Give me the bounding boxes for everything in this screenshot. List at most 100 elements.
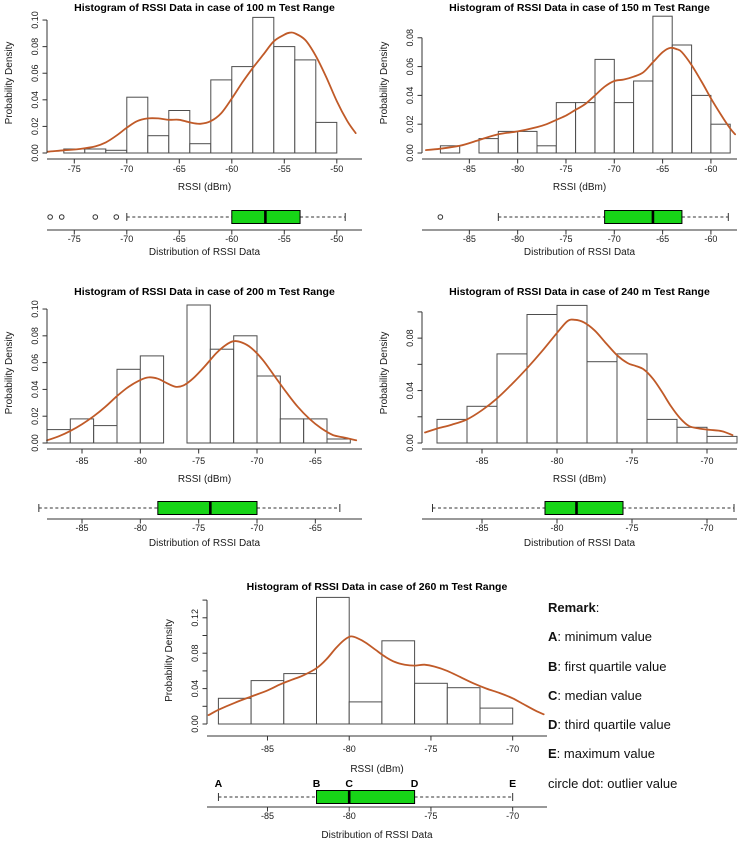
y-tick-label: 0.08 <box>405 329 415 347</box>
density-curve <box>207 635 545 716</box>
x-tick-label: -65 <box>173 164 186 174</box>
boxplot-tick-label: -65 <box>656 234 669 244</box>
histogram-chart: -85 -80 -75 -70 0.00 0.04 0.08 Histogram of RSS… <box>379 286 738 549</box>
y-tick-label: 0.02 <box>30 407 40 425</box>
density-curve <box>47 31 357 153</box>
histogram-bar <box>303 418 328 444</box>
histogram-bar <box>536 145 557 154</box>
histogram-bar <box>250 680 285 725</box>
histogram-chart: -85 -80 -75 -70 0.00 0.04 0.08 0.12 Histogram of… <box>164 581 547 841</box>
x-tick-label: -80 <box>343 744 356 754</box>
x-tick-label: -75 <box>424 744 437 754</box>
y-tick-label: 0.08 <box>30 38 40 56</box>
boxplot-tick-label: -80 <box>134 523 147 533</box>
histogram-bar <box>126 96 149 154</box>
histogram-bar <box>710 123 731 154</box>
boxplot-letter: A <box>215 778 223 790</box>
boxplot-letter: B <box>313 778 321 790</box>
histogram-bar <box>436 418 468 444</box>
remark-title-line: Remark: <box>548 600 743 629</box>
y-tick-label: 0.00 <box>30 144 40 162</box>
boxplot-tick-label: -85 <box>463 234 476 244</box>
boxplot-box <box>157 501 258 515</box>
histogram-bar <box>479 707 514 725</box>
histogram-panel-100m: -75 -70 -65 -60 -55 -50 0.00 0.02 0.04 0.06 0.08 0.… <box>0 0 375 270</box>
histogram-bar <box>556 304 588 444</box>
chart-title: Histogram of RSSI Data in case of 240 m … <box>449 286 710 298</box>
histogram-bar <box>315 121 338 154</box>
x-tick-label: -70 <box>506 744 519 754</box>
chart-title: Histogram of RSSI Data in case of 100 m … <box>74 2 335 14</box>
boxplot-tick-label: -70 <box>250 523 263 533</box>
histogram-bar <box>279 418 305 444</box>
histogram-bar <box>633 80 654 154</box>
boxplot-tick-label: -50 <box>330 234 343 244</box>
boxplot-label: Distribution of RSSI Data <box>321 830 433 841</box>
histogram-bar <box>209 348 235 444</box>
remark-item-maximum: E: maximum value <box>548 746 655 762</box>
boxplot-tick-label: -60 <box>704 234 717 244</box>
y-tick-label: 0.04 <box>405 87 415 105</box>
histogram-bar <box>466 405 498 444</box>
histogram-panel-150m: -85 -80 -75 -70 -65 -60 0.00 0.02 0.04 0.06 0.08 Hi… <box>375 0 750 270</box>
histogram-bar <box>446 687 481 725</box>
x-tick-label: -80 <box>511 164 524 174</box>
x-axis-label: RSSI (dBm) <box>178 474 231 485</box>
y-tick-label: 0.00 <box>30 434 40 452</box>
boxplot-tick-label: -70 <box>608 234 621 244</box>
y-tick-label: 0.02 <box>30 118 40 136</box>
histogram-bar <box>496 353 528 444</box>
y-tick-label: 0.04 <box>30 91 40 109</box>
boxplot-tick-label: -70 <box>120 234 133 244</box>
histogram-chart: -75 -70 -65 -60 -55 -50 0.00 0.02 0.04 0.06 0.08 0.… <box>4 2 362 258</box>
histogram-bar <box>189 143 212 154</box>
y-tick-label: 0.00 <box>190 715 200 733</box>
y-tick-label: 0.06 <box>30 64 40 82</box>
histogram-bar <box>526 314 558 444</box>
boxplot-label: Distribution of RSSI Data <box>524 247 636 258</box>
histogram-panel-240m: -85 -80 -75 -70 0.00 0.04 0.08 Histogram of RSS… <box>375 280 750 570</box>
y-tick-label: 0.02 <box>405 115 415 133</box>
histogram-bar <box>348 701 383 725</box>
chart-title: Histogram of RSSI Data in case of 200 m … <box>74 286 335 298</box>
boxplot-tick-label: -85 <box>75 523 88 533</box>
histogram-bar <box>116 368 141 444</box>
histogram-bar <box>594 58 615 154</box>
y-tick-label: 0.08 <box>30 327 40 345</box>
histogram-bar <box>613 102 635 154</box>
outlier-point <box>113 214 120 220</box>
x-tick-label: -85 <box>261 744 274 754</box>
x-axis-label: RSSI (dBm) <box>178 182 231 193</box>
histogram-bar <box>575 102 596 154</box>
histogram-bar <box>84 148 107 154</box>
boxplot-tick-label: -60 <box>225 234 238 244</box>
y-tick-label: 0.00 <box>405 144 415 162</box>
x-tick-label: -70 <box>608 164 621 174</box>
remark-item-third-quartile: D: third quartile value <box>548 717 671 733</box>
boxplot-letter: D <box>411 778 419 790</box>
boxplot-tick-label: -85 <box>475 523 488 533</box>
histogram-bar <box>147 135 170 154</box>
y-tick-label: 0.04 <box>30 381 40 399</box>
remark-title-colon: : <box>595 600 600 615</box>
boxplot-label: Distribution of RSSI Data <box>149 247 261 258</box>
histogram-bar <box>616 353 648 444</box>
x-tick-label: -85 <box>75 456 88 466</box>
histogram-bar <box>93 425 118 444</box>
histogram-panel-260m: -85 -80 -75 -70 0.00 0.04 0.08 0.12 Histogram of… <box>160 575 560 855</box>
x-tick-label: -65 <box>656 164 669 174</box>
histogram-bar <box>414 682 448 725</box>
histogram-bar <box>256 375 281 444</box>
histogram-bar <box>555 102 577 154</box>
y-tick-label: 0.08 <box>190 644 200 662</box>
y-axis-label: Probability Density <box>4 42 15 125</box>
histogram-bar <box>586 361 618 444</box>
y-tick-label: 0.06 <box>30 354 40 372</box>
x-tick-label: -70 <box>250 456 263 466</box>
boxplot-tick-label: -80 <box>511 234 524 244</box>
x-tick-label: -80 <box>134 456 147 466</box>
boxplot-tick-label: -70 <box>700 523 713 533</box>
boxplot-label: Distribution of RSSI Data <box>524 538 636 549</box>
boxplot-tick-label: -85 <box>261 811 274 821</box>
